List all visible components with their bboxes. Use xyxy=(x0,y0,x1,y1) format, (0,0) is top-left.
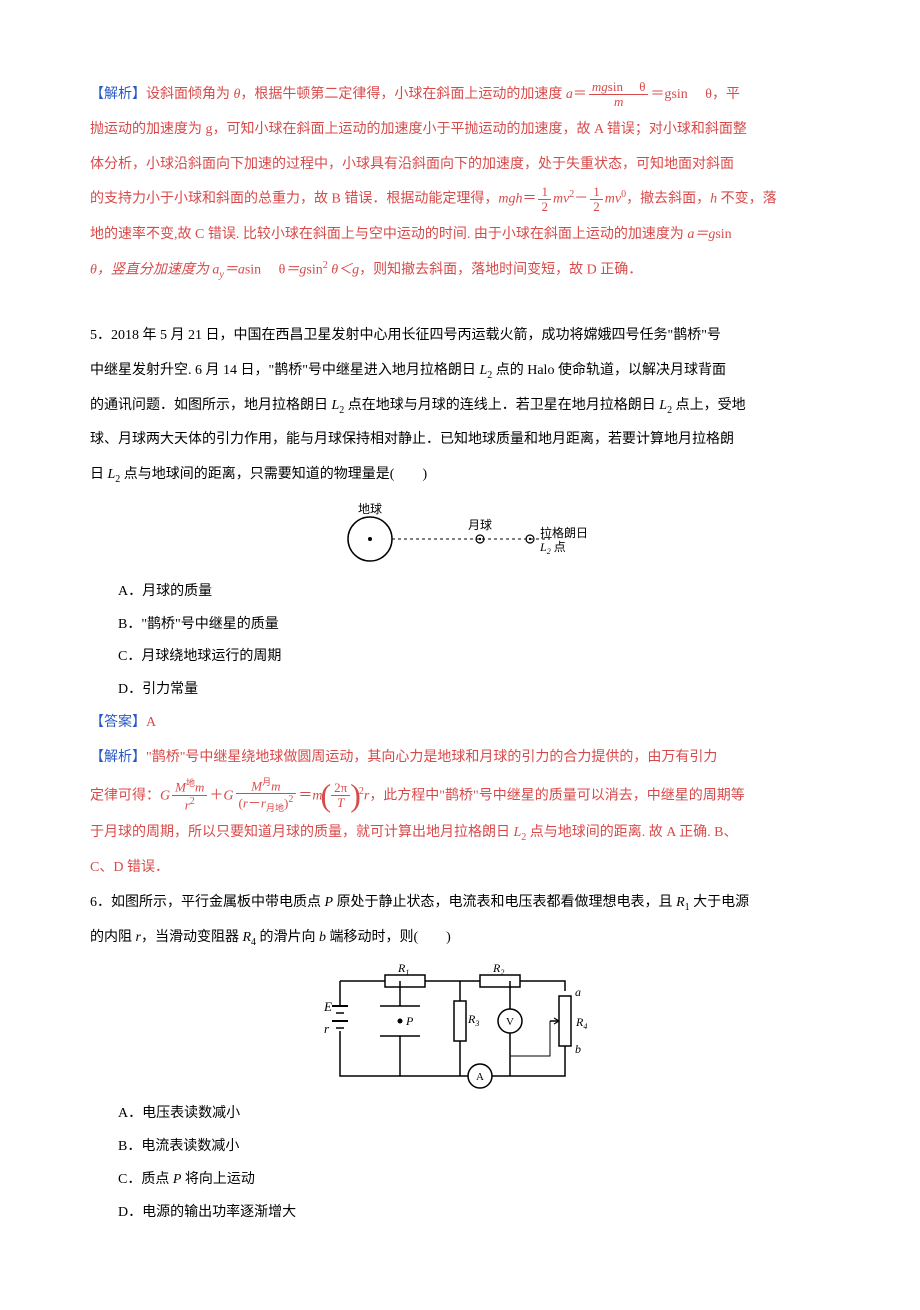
exp4-label: 【解析】 xyxy=(90,87,146,102)
svg-text:b: b xyxy=(575,1042,581,1056)
svg-text:A: A xyxy=(476,1071,484,1083)
q5-figure: 地球 月球 拉格朗日 L2 点 xyxy=(90,499,830,569)
svg-text:r: r xyxy=(324,1021,330,1036)
q5-option-a: A．月球的质量 xyxy=(90,577,830,608)
q6-option-d: D．电源的输出功率逐渐增大 xyxy=(90,1198,830,1229)
exp5-line3: 于月球的周期，所以只要知道月球的质量，就可计算出地月拉格朗日 L2 点与地球间的… xyxy=(90,818,830,849)
q6-option-a: A．电压表读数减小 xyxy=(90,1099,830,1130)
exp5-line4: C、D 错误． xyxy=(90,853,830,884)
q6-figure: E r R1 R2 R3 R4 P V A a b xyxy=(90,961,830,1091)
svg-text:R3: R3 xyxy=(467,1012,479,1028)
svg-text:拉格朗日: 拉格朗日 xyxy=(540,525,588,540)
svg-text:R1: R1 xyxy=(397,961,409,977)
question-5: 5．2018 年 5 月 21 日，中国在西昌卫星发射中心用长征四号丙运载火箭，… xyxy=(90,321,830,352)
exp5-line2: 定律可得：GM地mr2＋GM月m(r－r月地)2＝m(2πT)2r，此方程中"鹊… xyxy=(90,778,830,814)
svg-text:P: P xyxy=(405,1014,414,1028)
q5-line4: 球、月球两大天体的引力作用，能与月球保持相对静止．已知地球质量和地月距离，若要计… xyxy=(90,425,830,456)
q5-line3: 的通讯问题．如图所示，地月拉格朗日 L2 点在地球与月球的连线上．若卫星在地月拉… xyxy=(90,391,830,422)
explanation-4: 【解析】设斜面倾角为 θ，根据牛顿第二定律得，小球在斜面上运动的加速度 a＝mg… xyxy=(90,80,830,111)
q5-option-b: B．"鹊桥"号中继星的质量 xyxy=(90,610,830,641)
svg-text:L2 点: L2 点 xyxy=(539,540,566,556)
q6-option-c: C．质点 P 将向上运动 xyxy=(90,1165,830,1196)
exp4-line3: 体分析，小球沿斜面向下加速的过程中，小球具有沿斜面向下的加速度，处于失重状态，可… xyxy=(90,150,830,181)
q6-line2: 的内阻 r，当滑动变阻器 R4 的滑片向 b 端移动时，则( ) xyxy=(90,923,830,954)
q5-line5: 日 L2 点与地球间的距离，只需要知道的物理量是( ) xyxy=(90,460,830,491)
question-6: 6．如图所示，平行金属板中带电质点 P 原处于静止状态，电流表和电压表都看做理想… xyxy=(90,888,830,919)
svg-text:a: a xyxy=(575,985,581,999)
exp4-line2: 抛运动的加速度为 g，可知小球在斜面上运动的加速度小于平抛运动的加速度，故 A … xyxy=(90,115,830,146)
answer-5: 【答案】A xyxy=(90,708,830,739)
q6-option-b: B．电流表读数减小 xyxy=(90,1132,830,1163)
exp4-line4: 的支持力小于小球和斜面的总重力，故 B 错误．根据动能定理得，mgh＝12mv2… xyxy=(90,184,830,215)
svg-text:R4: R4 xyxy=(575,1015,587,1031)
exp4-line6: θ，竖直分加速度为 ay＝asin θ＝gsin2 θ＜g，则知撤去斜面，落地时… xyxy=(90,255,830,286)
svg-text:月球: 月球 xyxy=(468,518,492,532)
svg-text:R2: R2 xyxy=(492,961,504,977)
explanation-5: 【解析】"鹊桥"号中继星绕地球做圆周运动，其向心力是地球和月球的引力的合力提供的… xyxy=(90,743,830,774)
svg-text:V: V xyxy=(506,1016,514,1028)
q5-option-d: D．引力常量 xyxy=(90,675,830,706)
svg-text:E: E xyxy=(323,999,332,1014)
fraction: mgsin θm xyxy=(589,80,649,110)
exp4-line5: 地的速率不变,故 C 错误. 比较小球在斜面上与空中运动的时间. 由于小球在斜面… xyxy=(90,220,830,251)
earth-label-svg: 地球 xyxy=(358,502,382,516)
q5-option-c: C．月球绕地球运行的周期 xyxy=(90,642,830,673)
q5-line2: 中继星发射升空. 6 月 14 日，"鹊桥"号中继星进入地月拉格朗日 L2 点的… xyxy=(90,356,830,387)
